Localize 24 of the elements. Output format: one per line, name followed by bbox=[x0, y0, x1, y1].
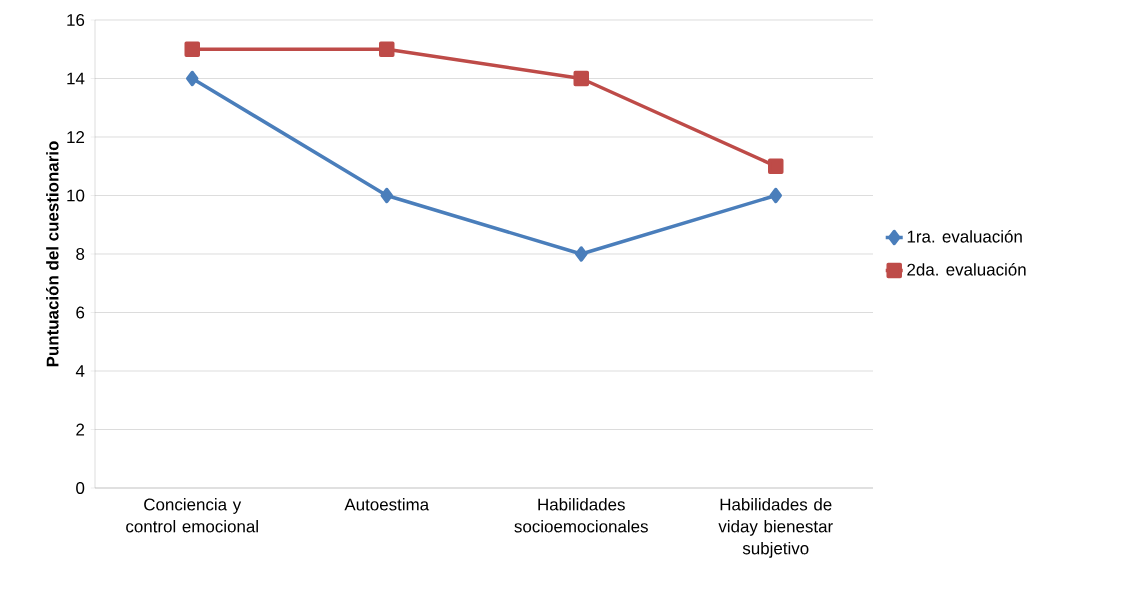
y-tick-label: 4 bbox=[75, 365, 85, 377]
y-tick-label: 2 bbox=[76, 423, 85, 436]
legend-label: 2da. evaluación bbox=[907, 262, 1026, 276]
y-tick-label: 6 bbox=[76, 306, 85, 319]
point bbox=[573, 70, 589, 87]
x-tick-label: Conciencia y control emocional bbox=[126, 498, 258, 533]
y-tick-label: 10 bbox=[67, 189, 85, 202]
point bbox=[184, 41, 200, 57]
point bbox=[380, 187, 393, 204]
x-tick-label: Autoestima bbox=[344, 498, 430, 511]
x-tick-label: Habilidades socioemocionales bbox=[514, 498, 648, 533]
y-axis-title: Puntuación del cuestionario bbox=[45, 141, 59, 367]
point bbox=[379, 41, 395, 57]
y-tick-label: 8 bbox=[76, 248, 85, 260]
point bbox=[769, 187, 783, 204]
y-tick-label: 12 bbox=[67, 131, 85, 143]
legend-label: 1ra. evaluación bbox=[907, 230, 1022, 243]
y-tick-label: 14 bbox=[67, 72, 85, 85]
x-tick-label: Habilidades de viday bienestar subjetivo bbox=[718, 498, 833, 558]
point bbox=[186, 70, 199, 87]
y-tick-label: 0 bbox=[76, 482, 85, 494]
y-tick-label: 16 bbox=[67, 14, 85, 26]
point bbox=[575, 246, 588, 262]
point bbox=[768, 158, 784, 174]
